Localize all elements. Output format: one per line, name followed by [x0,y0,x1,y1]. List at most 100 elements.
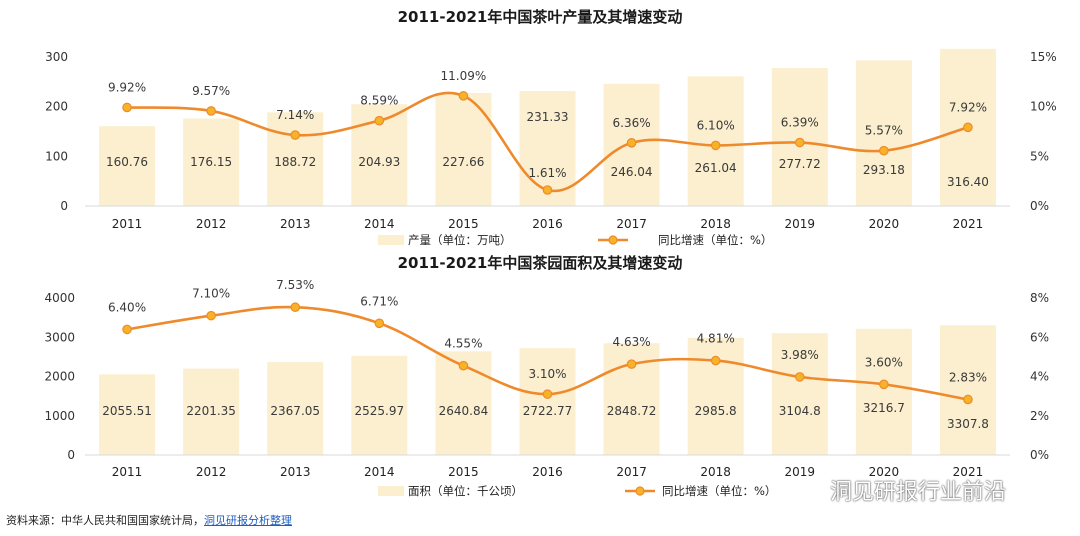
bar-value-label: 2525.97 [355,404,405,418]
y-left-tick: 100 [45,149,68,163]
bar [267,112,324,206]
line-marker [794,137,805,148]
line-value-label: 9.57% [192,84,230,98]
bar [771,333,828,455]
y-right-tick: 6% [1030,330,1049,344]
legend-line-label: 同比增速（单位：%） [658,233,772,247]
y-left-tick: 2000 [44,370,75,384]
bar-value-label: 2367.05 [270,404,320,418]
y-left-tick: 0 [67,448,75,462]
legend-bar-label: 产量（单位：万吨） [408,233,512,247]
line-value-label: 4.81% [697,332,735,346]
x-tick-label: 2015 [448,465,479,479]
line-marker [290,130,301,140]
line-marker [374,318,385,329]
chart-title: 2011-2021年中国茶叶产量及其增速变动 [398,8,683,26]
bar [771,68,828,206]
x-tick-label: 2021 [953,465,984,479]
y-right-tick: 0% [1030,199,1049,213]
line-value-label: 6.36% [613,116,651,130]
line-marker [542,185,553,195]
line-value-label: 4.63% [613,335,651,349]
legend-bar-swatch [378,235,404,245]
line-value-label: 7.14% [276,108,314,122]
bar-value-label: 2055.51 [102,404,152,418]
source-link[interactable]: 洞见研报分析整理 [204,514,292,527]
line-marker [290,302,301,313]
bar-value-label: 246.04 [611,165,653,179]
bar [99,126,156,206]
bar-value-label: 2722.77 [523,404,573,418]
bar-value-label: 2985.8 [695,404,737,418]
x-tick-label: 2014 [364,217,395,231]
line-marker [794,372,805,382]
x-tick-label: 2012 [196,465,227,479]
line-marker [542,389,553,399]
x-tick-label: 2012 [196,217,227,231]
legend-line-marker [635,486,645,496]
legend-bar-swatch [378,486,404,496]
source-text: 资料来源：中华人民共和国国家统计局， [6,514,204,527]
line-marker [206,310,216,321]
bar-value-label: 3104.8 [779,404,821,418]
line-value-label: 11.09% [441,69,487,83]
bar-value-label: 3216.7 [863,401,905,415]
bar-value-label: 261.04 [695,161,737,175]
x-tick-label: 2021 [953,217,984,231]
x-tick-label: 2011 [112,465,143,479]
bar-value-label: 204.93 [358,155,400,169]
bar-value-label: 188.72 [274,155,316,169]
bar [687,337,744,455]
source-footer: 资料来源：中华人民共和国国家统计局，洞见研报分析整理 [6,512,292,528]
line-marker [374,115,385,126]
y-right-tick: 2% [1030,409,1049,423]
x-tick-label: 2014 [364,465,395,479]
line-value-label: 3.10% [528,367,566,381]
x-tick-label: 2016 [532,465,563,479]
line-value-label: 3.98% [781,348,819,362]
y-right-tick: 4% [1030,370,1049,384]
line-value-label: 6.39% [781,116,819,130]
bar [855,60,912,206]
bar [267,362,324,455]
chart-title: 2011-2021年中国茶园面积及其增速变动 [398,254,683,272]
y-left-tick: 1000 [44,409,75,423]
x-tick-label: 2020 [869,465,900,479]
line-value-label: 6.71% [360,294,398,308]
y-right-tick: 15% [1030,50,1057,64]
x-tick-label: 2017 [616,465,647,479]
y-left-tick: 4000 [44,291,75,305]
bar-value-label: 2848.72 [607,404,657,418]
line-marker [458,91,469,101]
line-value-label: 8.59% [360,94,398,108]
x-tick-label: 2018 [700,217,731,231]
x-tick-label: 2013 [280,465,311,479]
x-tick-label: 2016 [532,217,563,231]
line-marker [963,394,973,405]
x-tick-label: 2019 [784,465,815,479]
y-left-tick: 0 [60,199,68,213]
bar-value-label: 316.40 [947,175,989,189]
bar-value-label: 2640.84 [439,404,489,418]
line-value-label: 7.92% [949,100,987,114]
bar-value-label: 231.33 [527,110,569,124]
line-marker [710,140,721,151]
line-value-label: 7.10% [192,287,230,301]
line-marker [963,122,973,133]
line-value-label: 1.61% [528,166,566,180]
x-tick-label: 2019 [784,217,815,231]
x-tick-label: 2013 [280,217,311,231]
bar-value-label: 176.15 [190,155,232,169]
line-marker [879,379,889,390]
line-marker [206,106,216,116]
bar-value-label: 160.76 [106,155,148,169]
y-right-tick: 8% [1030,291,1049,305]
y-right-tick: 10% [1030,100,1057,114]
wechat-icon [800,484,825,502]
brand-watermark: 洞见研报行业前沿 [800,474,1006,506]
bar-value-label: 2201.35 [186,404,236,418]
legend-bar-label: 面积（单位：千公顷） [408,484,523,498]
x-tick-label: 2020 [869,217,900,231]
x-tick-label: 2018 [700,465,731,479]
